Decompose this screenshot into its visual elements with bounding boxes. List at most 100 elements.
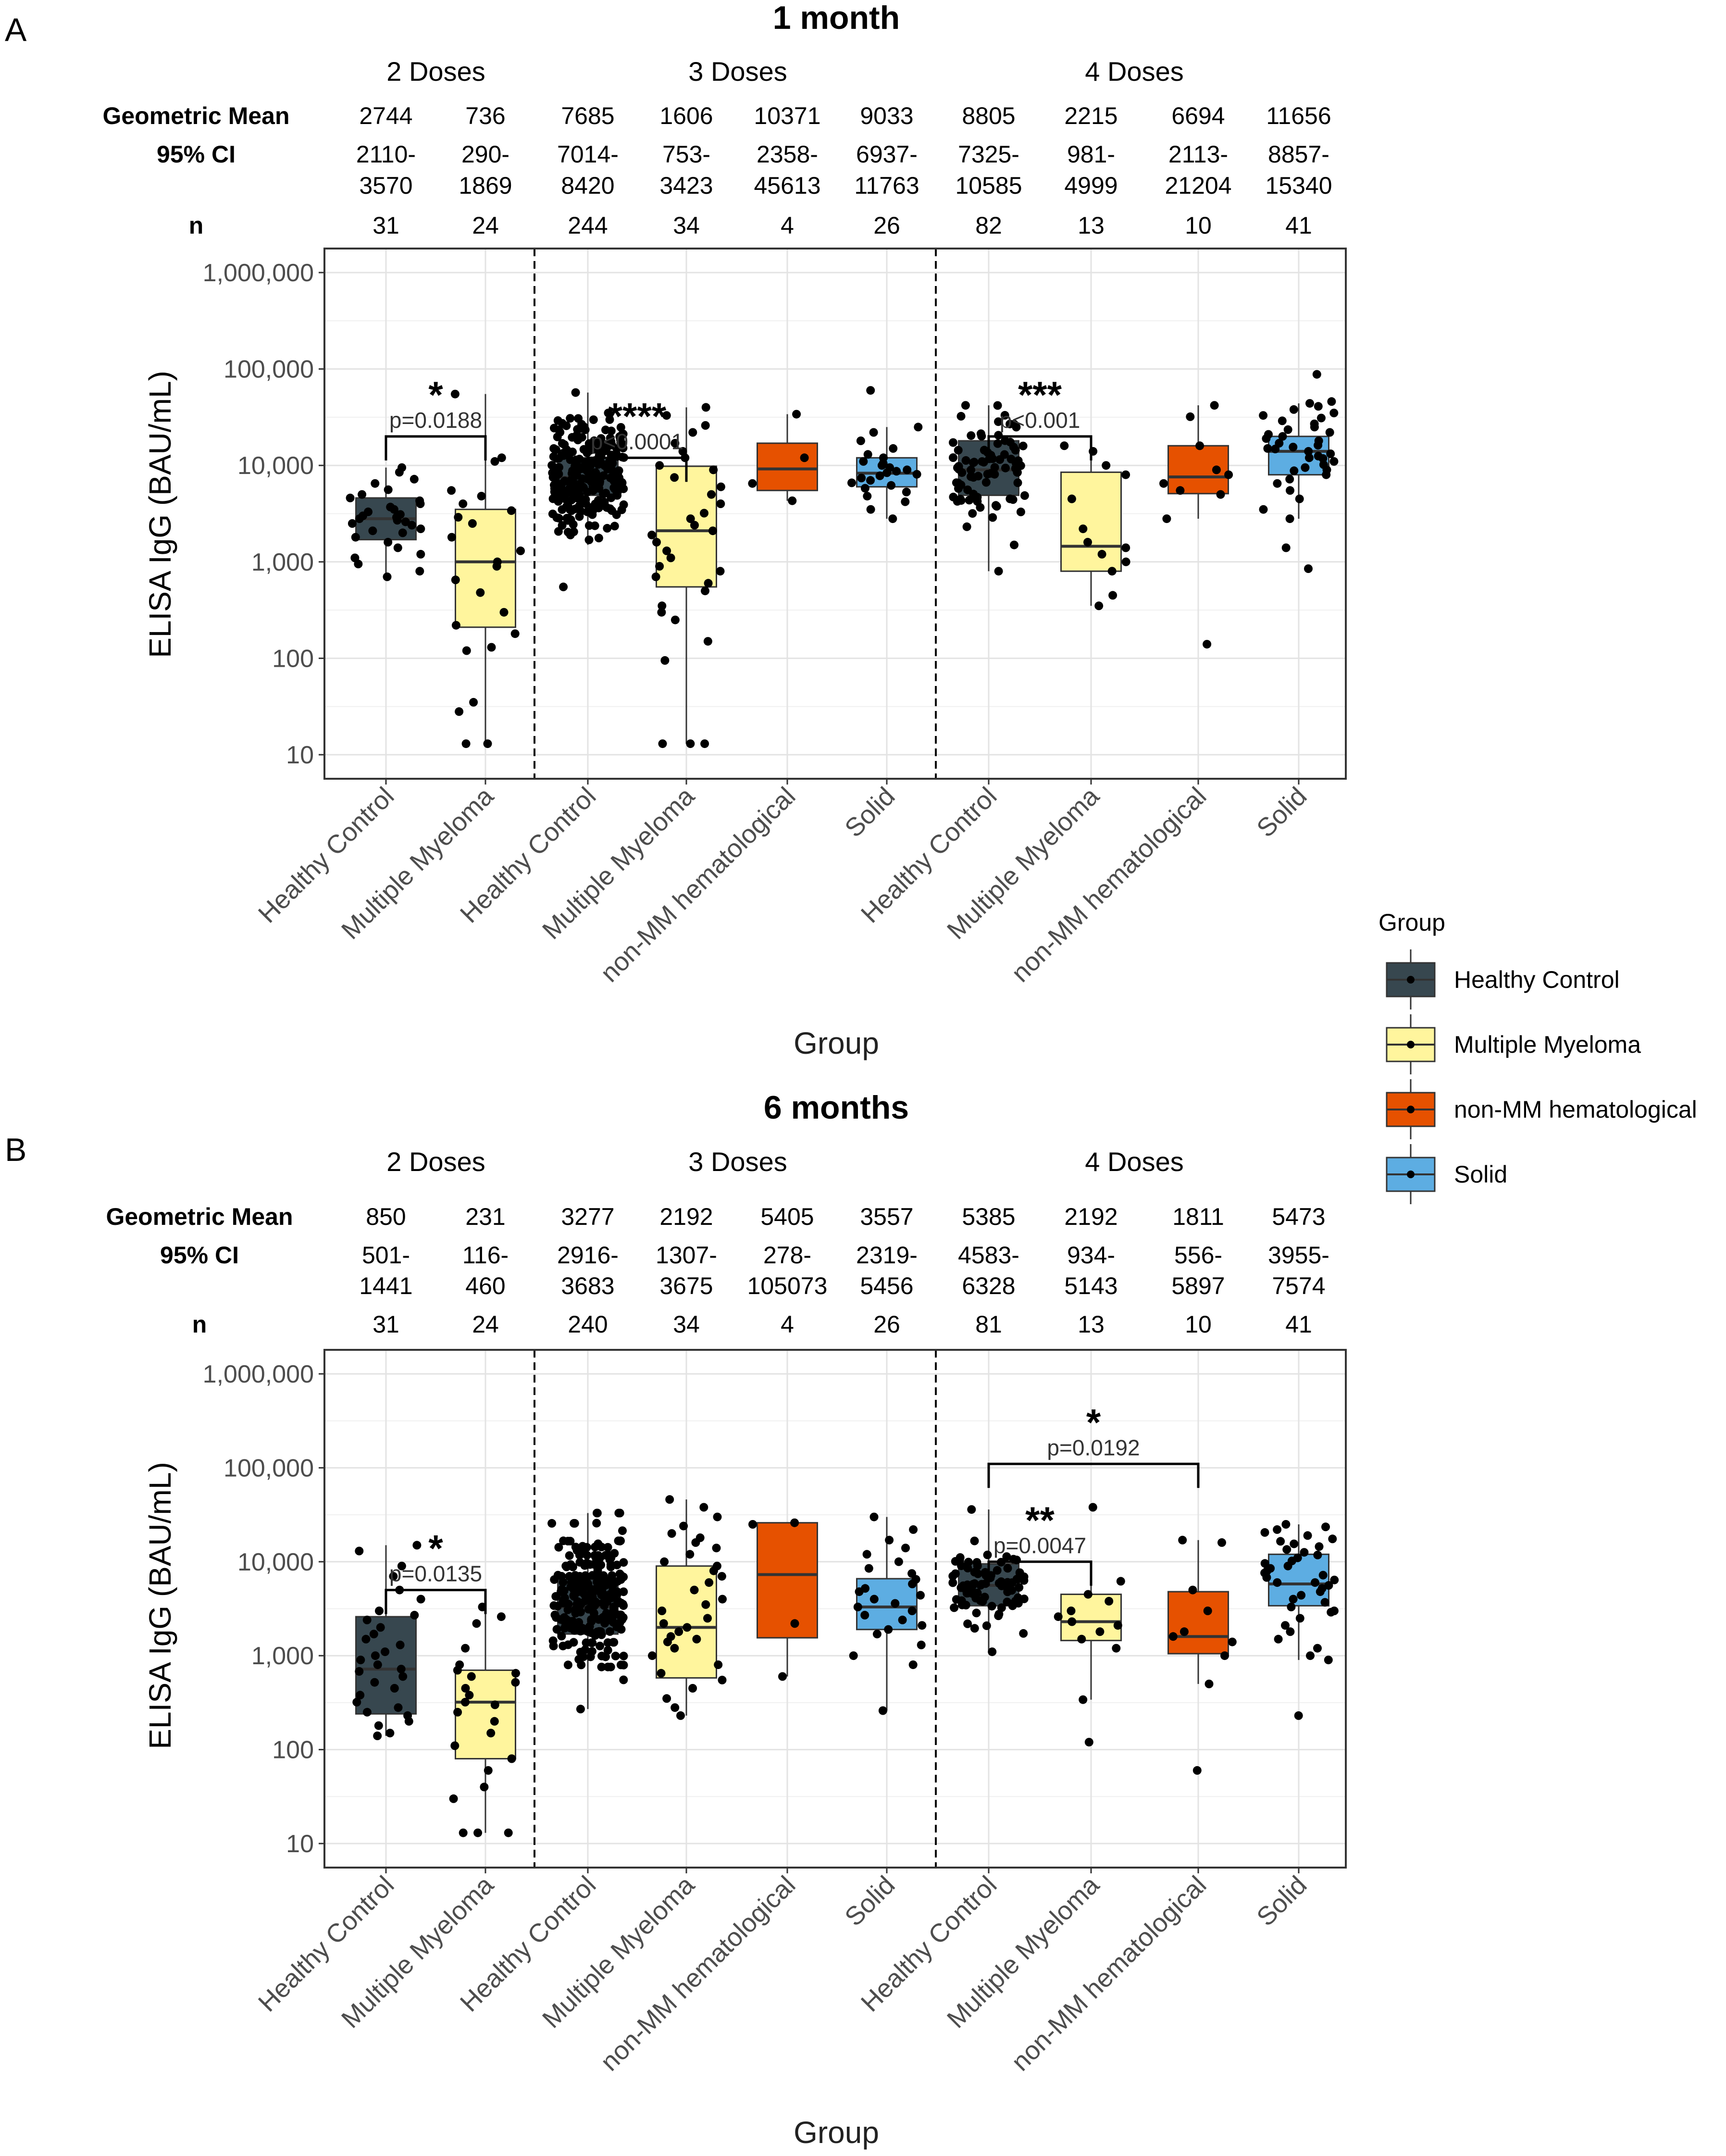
data-point <box>991 501 1000 510</box>
data-point <box>704 579 713 588</box>
data-point <box>610 522 619 531</box>
data-point <box>917 1640 926 1649</box>
data-point <box>994 1609 1004 1619</box>
data-point <box>648 1651 657 1660</box>
data-point <box>718 1595 727 1604</box>
data-point <box>957 1561 966 1570</box>
points-7 <box>1054 1503 1125 1747</box>
dose-group-label: 2 Doses <box>386 1147 485 1177</box>
n-value: 10 <box>1185 1311 1212 1338</box>
data-point <box>716 567 725 576</box>
data-point <box>497 453 506 462</box>
legend-item-non-mm-hematological: non-MM hematological <box>1386 1079 1697 1139</box>
points-0 <box>346 463 425 581</box>
data-point <box>581 1580 590 1589</box>
ci-low-value: 278- <box>763 1242 811 1269</box>
data-point <box>370 1678 379 1687</box>
data-point <box>700 739 709 748</box>
data-point <box>1067 1607 1076 1615</box>
data-point <box>863 492 872 501</box>
data-point <box>1273 479 1282 488</box>
data-point <box>686 739 695 748</box>
plot-border <box>323 1349 1347 1869</box>
data-point <box>1314 402 1323 411</box>
data-point <box>800 453 809 462</box>
data-point <box>907 1569 917 1578</box>
data-point <box>1320 1598 1329 1607</box>
data-point <box>1282 1545 1291 1554</box>
data-point <box>451 575 460 585</box>
data-point <box>606 434 615 443</box>
data-point <box>569 480 577 489</box>
data-point <box>1313 1644 1322 1653</box>
data-point <box>658 739 667 748</box>
data-point <box>1068 1617 1077 1626</box>
n-value: 4 <box>781 212 794 239</box>
data-point <box>688 428 697 437</box>
y-tick-label: 1,000 <box>251 548 314 576</box>
data-point <box>461 1644 470 1653</box>
data-point <box>601 1617 610 1626</box>
data-point <box>617 1615 626 1624</box>
data-point <box>390 1684 399 1693</box>
ci-high-value: 3423 <box>659 172 713 199</box>
data-point <box>676 1711 685 1720</box>
data-point <box>450 389 459 399</box>
data-point <box>1018 441 1028 450</box>
data-point <box>1275 439 1284 448</box>
data-point <box>553 432 562 441</box>
data-point <box>1313 1550 1322 1559</box>
data-point <box>499 608 509 617</box>
points-3 <box>647 403 725 748</box>
data-point <box>397 1561 406 1570</box>
box <box>455 1669 516 1760</box>
data-point <box>566 1560 575 1569</box>
data-point <box>511 1678 520 1687</box>
data-point <box>410 474 419 484</box>
data-point <box>575 1551 584 1559</box>
data-point <box>891 1599 900 1608</box>
points-2 <box>547 1508 628 1714</box>
data-point <box>394 1703 403 1712</box>
data-point <box>970 1568 979 1577</box>
geometric-mean-value: 3277 <box>561 1203 614 1230</box>
data-point <box>597 1543 606 1552</box>
data-point <box>618 1526 627 1535</box>
data-point <box>1306 1651 1315 1660</box>
data-point <box>487 643 496 652</box>
data-point <box>1220 1651 1229 1660</box>
ci-high-value: 3570 <box>359 172 412 199</box>
data-point <box>603 1645 612 1655</box>
data-point <box>504 1828 513 1837</box>
data-point <box>619 1675 628 1684</box>
n-value: 24 <box>472 212 499 239</box>
ci-high-value: 15340 <box>1265 172 1332 199</box>
data-point <box>554 513 563 523</box>
data-point <box>1312 370 1321 379</box>
data-point <box>589 415 598 424</box>
data-point <box>1316 413 1326 423</box>
data-point <box>612 444 621 453</box>
data-point <box>671 439 680 448</box>
boxplot-4 <box>757 414 818 501</box>
data-point <box>703 637 712 646</box>
data-point <box>609 1605 618 1614</box>
data-point <box>600 1581 609 1590</box>
data-point <box>581 495 590 504</box>
data-point <box>511 1669 520 1678</box>
data-point <box>961 456 970 465</box>
data-point <box>1003 1564 1012 1573</box>
data-point <box>369 1630 378 1639</box>
significance-bracket: p=0.0135* <box>385 1527 487 1614</box>
data-point <box>350 553 360 562</box>
data-point <box>1083 537 1092 547</box>
boxplot-8 <box>1167 405 1229 519</box>
data-point <box>1276 1537 1285 1546</box>
data-point <box>1060 441 1069 450</box>
data-point <box>1285 514 1294 523</box>
data-point <box>962 522 971 531</box>
ci-low-value: 290- <box>461 141 509 168</box>
data-point <box>878 1706 887 1715</box>
y-tick-label: 10 <box>286 741 314 769</box>
data-point <box>690 1585 699 1595</box>
